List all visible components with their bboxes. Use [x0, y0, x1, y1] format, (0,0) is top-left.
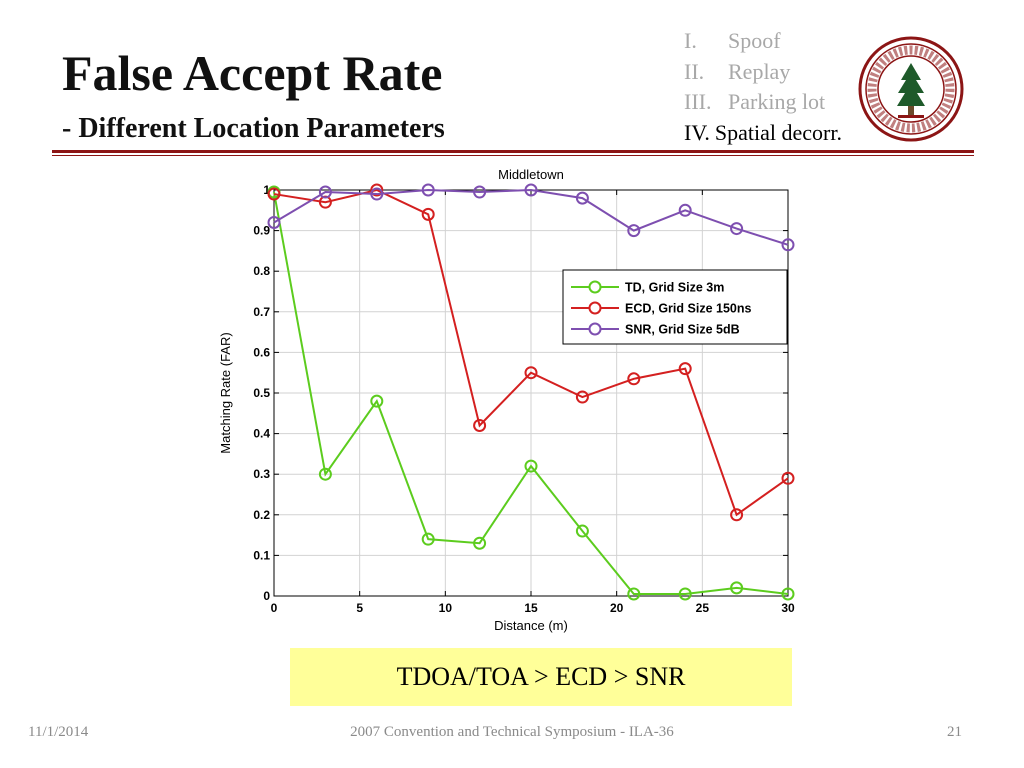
series-3-point	[318, 185, 332, 199]
slide-subtitle: - Different Location Parameters	[62, 113, 445, 144]
y-tick-label: 0	[263, 589, 270, 603]
chart-legend: TD, Grid Size 3m ECD, Grid Size 150ns SNR,…	[562, 269, 788, 345]
x-tick-label: 10	[439, 601, 453, 615]
y-tick-label: 0.7	[253, 305, 270, 319]
series-2-point	[781, 471, 795, 485]
series-1-point	[627, 587, 641, 601]
legend-entry-label: SNR, Grid Size 5dB	[625, 323, 740, 337]
series-3-point	[524, 183, 538, 197]
series-1-point	[473, 536, 487, 550]
series-2-point	[421, 207, 435, 221]
legend-swatch-marker	[588, 322, 602, 336]
x-tick-label: 30	[781, 601, 795, 615]
section-outline: I. Spoof II. Replay III. Parking lot IV. Spa…	[684, 26, 842, 148]
series-1-point	[370, 394, 384, 408]
series-line-1	[273, 191, 789, 595]
series-2-point	[627, 372, 641, 386]
series-1-point	[524, 459, 538, 473]
outline-label: Replay	[728, 58, 791, 84]
conclusion-callout: TDOA/TOA > ECD > SNR	[290, 648, 792, 706]
series-1-point	[678, 587, 692, 601]
x-tick-label: 15	[524, 601, 538, 615]
y-tick-label: 0.3	[253, 467, 270, 481]
outline-item-replay: II. Replay	[684, 57, 842, 88]
far-line-chart: 0 5 10 15 20 25 30 0 0.1 0.2 0.3 0.4 0.5 0.6 0.7 0.8 0.9…	[218, 167, 795, 633]
series-3-point	[678, 203, 692, 217]
y-tick-label: 0.6	[253, 345, 270, 359]
slide-title: False Accept Rate	[62, 45, 443, 101]
x-axis-label: Distance (m)	[494, 618, 568, 633]
series-2-point	[575, 390, 589, 404]
footer-date: 11/1/2014	[28, 724, 89, 740]
footer-event: 2007 Convention and Technical Symposium …	[350, 724, 674, 740]
series-1-point	[421, 532, 435, 546]
y-tick-label: 0.8	[253, 264, 270, 278]
chart-title: Middletown	[498, 167, 564, 182]
title-divider-thin	[52, 155, 974, 156]
series-3-point	[421, 183, 435, 197]
outline-item-spatial-decorr: IV. Spatial decorr.	[684, 118, 842, 149]
series-3-point	[267, 215, 281, 229]
series-3-point	[781, 238, 795, 252]
slide-number: 21	[947, 724, 962, 740]
y-tick-label: 0.2	[253, 508, 270, 522]
y-tick-label: 0.9	[253, 224, 270, 238]
outline-num: II.	[684, 58, 705, 84]
outline-label: Parking lot	[728, 89, 826, 114]
y-tick-label: 0.1	[253, 548, 270, 562]
y-axis-label: Matching Rate (FAR)	[218, 332, 233, 453]
y-tick-label: 1	[263, 183, 270, 197]
series-layer	[267, 183, 795, 601]
chart-grid	[273, 189, 789, 597]
university-seal-logo	[858, 36, 964, 142]
series-3-point	[575, 191, 589, 205]
axis-ticks: 0 5 10 15 20 25 30 0 0.1 0.2 0.3 0.4 0.5 0.6 0.7 0.8 0.9…	[253, 183, 795, 615]
outline-label: Spoof	[728, 28, 781, 53]
series-2-point	[473, 418, 487, 432]
x-tick-label: 5	[356, 601, 363, 615]
series-2-point	[678, 362, 692, 376]
series-1-point	[575, 524, 589, 538]
outline-item-spoof: I. Spoof	[684, 26, 842, 57]
title-divider	[52, 150, 974, 153]
series-3-point	[370, 187, 384, 201]
x-tick-label: 20	[610, 601, 624, 615]
y-tick-label: 0.5	[253, 386, 270, 400]
series-3-point	[730, 222, 744, 236]
series-1-point	[318, 467, 332, 481]
series-2-point	[370, 183, 384, 197]
legend-entry-label: ECD, Grid Size 150ns	[625, 302, 751, 316]
outline-num: III.	[684, 89, 712, 114]
series-line-3	[273, 188, 789, 246]
legend-entry-label: TD, Grid Size 3m	[625, 281, 724, 295]
y-tick-label: 0.4	[253, 427, 270, 441]
series-1-point	[781, 587, 795, 601]
series-2-point	[730, 508, 744, 522]
series-2-point	[267, 187, 281, 201]
series-1-point	[730, 581, 744, 595]
x-tick-label: 25	[696, 601, 710, 615]
legend-swatch-marker	[588, 301, 602, 315]
outline-num: IV.	[684, 119, 710, 145]
series-3-point	[627, 224, 641, 238]
outline-num: I.	[684, 28, 697, 53]
outline-item-parking-lot: III. Parking lot	[684, 87, 842, 118]
x-tick-label: 0	[271, 601, 278, 615]
legend-swatch-marker	[588, 280, 602, 294]
series-3-point	[473, 185, 487, 199]
series-2-point	[524, 366, 538, 380]
outline-label: Spatial decorr.	[714, 119, 842, 145]
